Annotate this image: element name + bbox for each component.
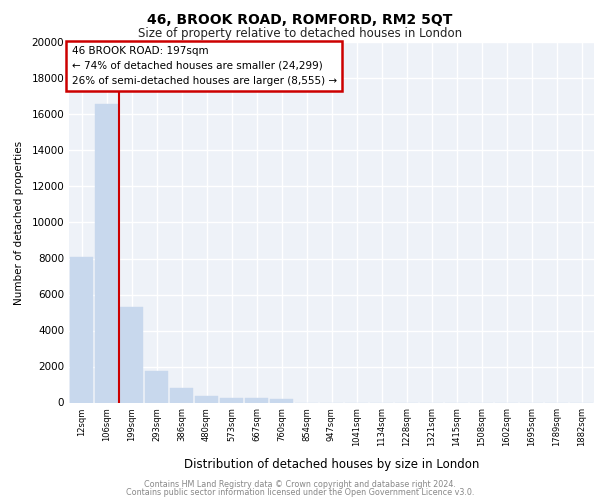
Bar (245, 398, 268, 402)
Text: Size of property relative to detached houses in London: Size of property relative to detached ho… (138, 28, 462, 40)
Text: 46, BROOK ROAD, ROMFORD, RM2 5QT: 46, BROOK ROAD, ROMFORD, RM2 5QT (148, 12, 452, 26)
Bar (120, 307, 143, 402)
Text: 46 BROOK ROAD: 197sqm
← 74% of detached houses are smaller (24,299)
26% of semi-: 46 BROOK ROAD: 197sqm ← 74% of detached … (71, 46, 337, 86)
Bar (195, 396, 218, 402)
Bar (145, 371, 168, 402)
Bar (70, 256, 93, 402)
Y-axis label: Number of detached properties: Number of detached properties (14, 140, 25, 304)
Bar (220, 398, 243, 402)
Bar (270, 399, 293, 402)
Text: Contains HM Land Registry data © Crown copyright and database right 2024.: Contains HM Land Registry data © Crown c… (144, 480, 456, 489)
Bar (95, 104, 118, 403)
Bar (170, 388, 193, 402)
Text: Contains public sector information licensed under the Open Government Licence v3: Contains public sector information licen… (126, 488, 474, 497)
X-axis label: Distribution of detached houses by size in London: Distribution of detached houses by size … (184, 458, 479, 470)
